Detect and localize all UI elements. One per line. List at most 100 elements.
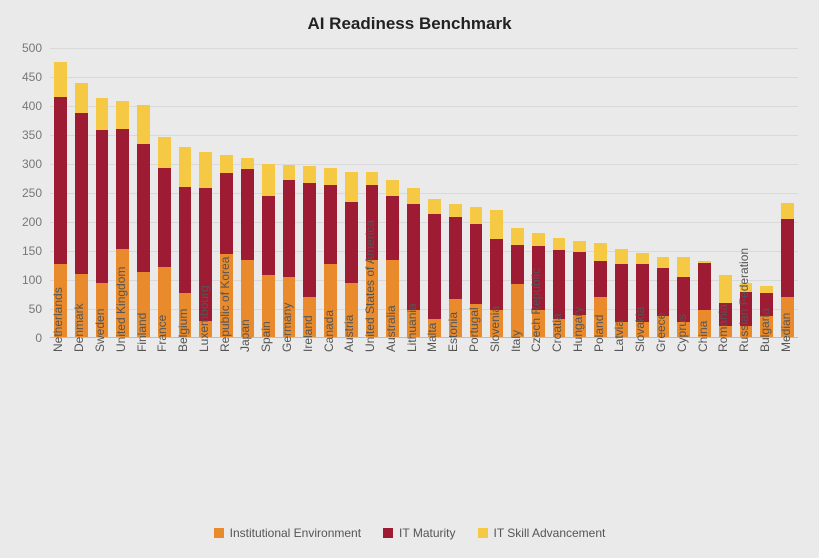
- bar: [698, 48, 711, 338]
- legend-label: IT Skill Advancement: [494, 526, 606, 540]
- bar-segment-skill: [241, 158, 254, 170]
- bar: [96, 48, 109, 338]
- y-tick-label: 50: [29, 302, 42, 316]
- legend-swatch: [383, 528, 393, 538]
- bar-segment-maturity: [345, 202, 358, 283]
- legend-swatch: [478, 528, 488, 538]
- bar-segment-skill: [324, 168, 337, 185]
- bar-segment-maturity: [470, 224, 483, 304]
- bar-segment-skill: [75, 83, 88, 113]
- bar-segment-skill: [283, 165, 296, 180]
- bar-segment-maturity: [615, 264, 628, 322]
- bar-segment-skill: [428, 199, 441, 215]
- bar: [719, 48, 732, 338]
- bar: [760, 48, 773, 338]
- bar: [449, 48, 462, 338]
- bar-segment-maturity: [137, 144, 150, 273]
- bar-segment-skill: [158, 137, 171, 168]
- bar-segment-maturity: [116, 129, 129, 249]
- y-tick-label: 250: [22, 186, 42, 200]
- bar: [553, 48, 566, 338]
- bar: [241, 48, 254, 338]
- bar: [615, 48, 628, 338]
- bar-segment-skill: [677, 257, 690, 276]
- bar: [573, 48, 586, 338]
- bar-segment-maturity: [220, 173, 233, 254]
- bar-segment-skill: [698, 261, 711, 263]
- bar: [386, 48, 399, 338]
- bar-segment-maturity: [324, 185, 337, 263]
- bar-segment-maturity: [54, 97, 67, 264]
- bar: [594, 48, 607, 338]
- y-tick-label: 0: [35, 331, 42, 345]
- legend-swatch: [214, 528, 224, 538]
- bar: [407, 48, 420, 338]
- y-tick-label: 300: [22, 157, 42, 171]
- bar-segment-maturity: [96, 130, 109, 283]
- bar-segment-skill: [760, 286, 773, 293]
- bar-segment-skill: [636, 253, 649, 263]
- bar-segment-skill: [116, 101, 129, 129]
- chart-container: AI Readiness Benchmark 05010015020025030…: [0, 0, 819, 558]
- bar-segment-maturity: [553, 250, 566, 318]
- bar-segment-skill: [303, 166, 316, 183]
- bar-segment-skill: [179, 147, 192, 186]
- bar-segment-maturity: [283, 180, 296, 277]
- bar: [324, 48, 337, 338]
- bar-segment-skill: [719, 275, 732, 303]
- bar-segment-skill: [615, 249, 628, 264]
- bar: [636, 48, 649, 338]
- bar-segment-skill: [511, 228, 524, 244]
- y-tick-label: 350: [22, 128, 42, 142]
- bar-segment-skill: [137, 105, 150, 144]
- bar-segment-skill: [490, 210, 503, 239]
- y-tick-label: 200: [22, 215, 42, 229]
- bar: [345, 48, 358, 338]
- bar-segment-maturity: [386, 196, 399, 260]
- bar-segment-skill: [449, 204, 462, 217]
- bar: [75, 48, 88, 338]
- bar-segment-maturity: [241, 169, 254, 259]
- legend-label: IT Maturity: [399, 526, 455, 540]
- legend-item-institutional: Institutional Environment: [214, 526, 361, 540]
- bar: [262, 48, 275, 338]
- y-axis-ticks: 050100150200250300350400450500: [0, 48, 46, 338]
- bar-segment-maturity: [490, 239, 503, 310]
- bar-segment-skill: [553, 238, 566, 251]
- bar-segment-maturity: [407, 204, 420, 310]
- plot-area: [50, 48, 798, 338]
- x-axis-labels: NetherlandsDenmarkSwedenUnited KingdomFi…: [50, 342, 798, 517]
- bar-segment-skill: [199, 152, 212, 189]
- bar: [677, 48, 690, 338]
- y-tick-label: 400: [22, 99, 42, 113]
- bar-segment-maturity: [262, 196, 275, 275]
- bar-segment-maturity: [449, 217, 462, 298]
- bar-segment-maturity: [698, 263, 711, 311]
- bars-layer: [50, 48, 798, 338]
- legend-label: Institutional Environment: [230, 526, 361, 540]
- legend-item-maturity: IT Maturity: [383, 526, 455, 540]
- bar: [470, 48, 483, 338]
- bar-segment-skill: [657, 257, 670, 269]
- bar-segment-skill: [407, 188, 420, 204]
- bar-segment-skill: [532, 233, 545, 246]
- bar: [657, 48, 670, 338]
- bar: [490, 48, 503, 338]
- bar: [179, 48, 192, 338]
- bar: [511, 48, 524, 338]
- bar-segment-skill: [262, 164, 275, 196]
- bar-segment-maturity: [75, 113, 88, 274]
- bar-segment-skill: [573, 241, 586, 253]
- y-tick-label: 100: [22, 273, 42, 287]
- bar-segment-skill: [96, 98, 109, 130]
- bar: [158, 48, 171, 338]
- bar-segment-skill: [594, 243, 607, 260]
- bar: [781, 48, 794, 338]
- bar-segment-maturity: [158, 168, 171, 267]
- bar-segment-maturity: [781, 219, 794, 297]
- bar-segment-skill: [54, 62, 67, 97]
- bar-segment-maturity: [303, 183, 316, 297]
- bar: [428, 48, 441, 338]
- bar-segment-maturity: [511, 245, 524, 284]
- bar-segment-skill: [345, 172, 358, 202]
